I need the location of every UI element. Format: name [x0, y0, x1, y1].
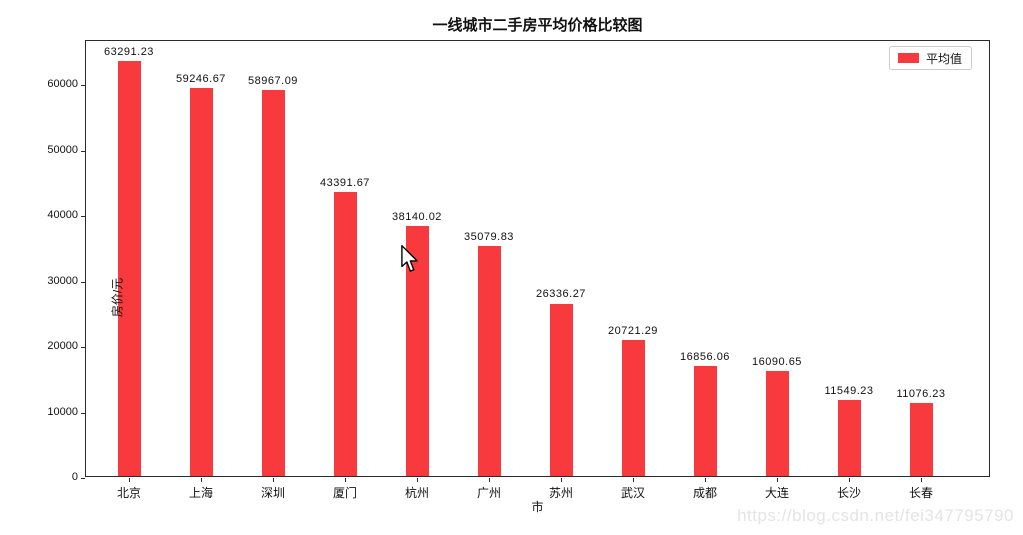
x-tick-label-长沙: 长沙 — [836, 486, 861, 500]
bar-长沙 — [837, 400, 861, 476]
bar-北京 — [117, 61, 141, 476]
legend: 平均值 — [889, 46, 973, 70]
plot-area: 63291.23 59246.67 58967.09 43391.67 38140.02… — [47, 40, 990, 500]
y-tick-label: 60000 — [47, 78, 78, 90]
bar-厦门 — [333, 191, 357, 476]
x-tick-label-成都: 成都 — [692, 486, 717, 500]
y-tick-label: 30000 — [47, 274, 78, 287]
x-tick-mark — [489, 478, 490, 482]
x-axis-label: 市 — [531, 500, 544, 514]
y-axis-label: 房价/元 — [110, 277, 125, 318]
x-tick-label-武汉: 武汉 — [620, 486, 645, 500]
x-tick-mark — [633, 478, 634, 482]
x-tick-mark — [129, 478, 130, 482]
bar-value-label: 43391.67 — [320, 176, 370, 189]
y-tick-label: 0 — [71, 471, 78, 483]
bar-value-label: 58967.09 — [248, 74, 298, 87]
y-tick-mark — [81, 150, 85, 152]
bar-大连 — [765, 370, 789, 476]
chart-title: 一线城市二手房平均价格比较图 — [432, 17, 643, 34]
bar-成都 — [693, 365, 717, 476]
x-tick-label-苏州: 苏州 — [548, 486, 573, 500]
y-tick-label: 20000 — [47, 340, 78, 352]
y-tick-label: 10000 — [47, 405, 78, 418]
x-tick-label-大连: 大连 — [764, 486, 789, 500]
bar-value-label: 16856.06 — [680, 350, 730, 363]
x-tick-label-北京: 北京 — [116, 486, 141, 500]
y-tick-label: 40000 — [47, 209, 78, 221]
x-tick-mark — [921, 478, 922, 482]
bar-value-label: 11549.23 — [824, 385, 874, 398]
legend-swatch-icon — [898, 53, 919, 63]
x-tick-label-深圳: 深圳 — [260, 486, 285, 500]
y-tick-mark — [81, 85, 85, 86]
x-tick-mark — [705, 478, 706, 482]
y-tick-mark — [81, 347, 85, 348]
watermark: https://blog.csdn.net/fei347795790 — [737, 506, 1014, 525]
bar-长春 — [909, 403, 933, 476]
x-tick-label-上海: 上海 — [188, 486, 213, 500]
x-tick-mark — [417, 478, 418, 482]
x-tick-label-广州: 广州 — [476, 486, 501, 500]
legend-label: 平均值 — [926, 51, 963, 66]
x-tick-mark — [777, 478, 778, 482]
bar-深圳 — [261, 89, 285, 476]
bar-value-label: 11076.23 — [896, 388, 946, 401]
x-tick-label-厦门: 厦门 — [332, 486, 357, 500]
bar-value-label: 38140.02 — [392, 211, 442, 224]
y-tick-label: 50000 — [47, 143, 78, 156]
bar-上海 — [189, 87, 213, 476]
bar-广州 — [477, 246, 501, 476]
x-tick-mark — [849, 478, 850, 482]
bar-value-label: 26336.27 — [536, 288, 586, 301]
x-tick-label-杭州: 杭州 — [404, 486, 429, 500]
x-tick-label-长春: 长春 — [908, 486, 933, 500]
x-tick-mark — [561, 478, 562, 482]
bar-value-label: 59246.67 — [176, 72, 226, 85]
bar-value-label: 20721.29 — [608, 325, 658, 338]
y-tick-mark — [81, 478, 85, 479]
bar-value-label: 35079.83 — [464, 231, 514, 244]
bar-苏州 — [549, 303, 573, 476]
bar-value-label: 16090.65 — [752, 355, 802, 368]
y-tick-mark — [81, 216, 85, 217]
x-tick-mark — [201, 478, 202, 482]
x-tick-mark — [345, 478, 346, 482]
bar-武汉 — [621, 340, 645, 476]
x-tick-mark — [273, 478, 274, 482]
bar-value-label: 63291.23 — [104, 46, 154, 59]
y-tick-mark — [81, 281, 85, 283]
bar-杭州 — [405, 226, 429, 476]
y-tick-mark — [81, 412, 85, 414]
